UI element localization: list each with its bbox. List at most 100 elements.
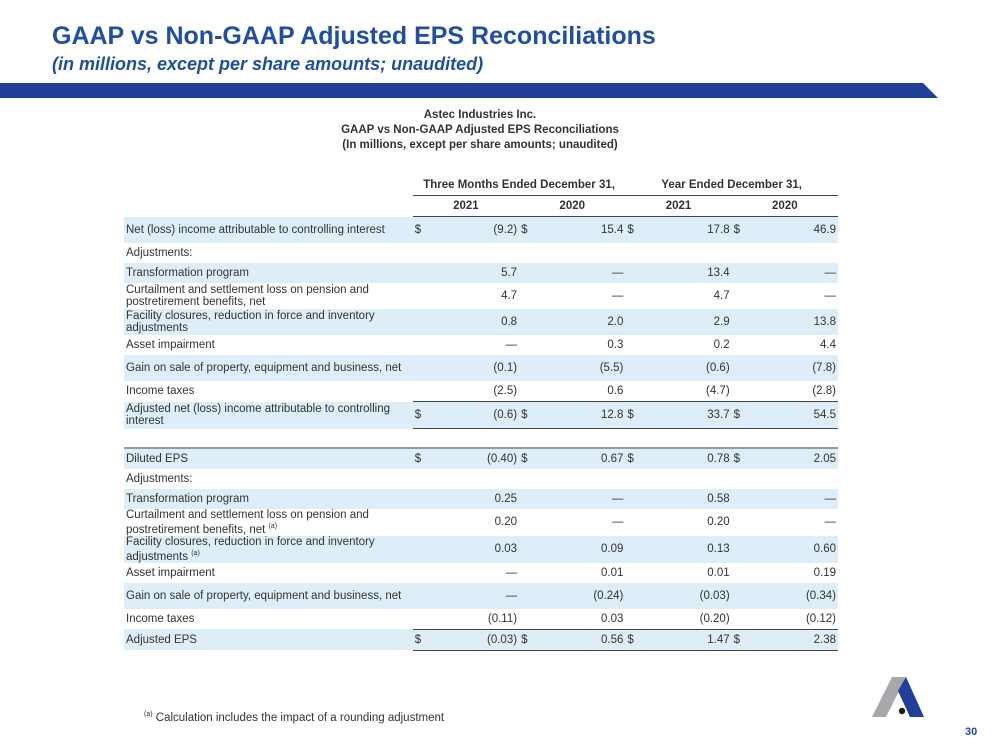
currency-symbol: $: [625, 628, 640, 651]
row-label: Diluted EPS: [124, 447, 413, 469]
value-cell: 17.8: [639, 216, 732, 243]
footnote-marker: (a): [144, 711, 153, 718]
row-label-text: Facility closures, reduction in force an…: [126, 535, 375, 563]
currency-symbol: [412, 355, 427, 381]
row-label: Asset impairment: [124, 335, 413, 355]
currency-symbol: [519, 381, 533, 402]
value-cell: 46.9: [745, 216, 838, 243]
value-cell: —: [426, 582, 520, 609]
row-label: Transformation program: [124, 489, 413, 509]
empty-cell: [413, 469, 838, 489]
currency-symbol: $: [625, 216, 640, 243]
currency-symbol: [625, 309, 640, 335]
value-cell: —: [505, 339, 518, 351]
currency-symbol: [732, 381, 746, 402]
currency-symbol: [412, 309, 427, 335]
row-label: Curtailment and settlement loss on pensi…: [124, 509, 413, 536]
table-row: Curtailment and settlement loss on pensi…: [124, 509, 838, 536]
currency-symbol: [413, 381, 427, 402]
header-year-ended: Year Ended December 31,: [625, 175, 838, 196]
header-year: 2021: [412, 195, 520, 217]
currency-symbol: $: [731, 628, 746, 651]
value-cell: (0.12): [805, 612, 836, 625]
header-year: 2021: [625, 195, 732, 217]
row-label-text: Adjusted net (loss) income attributable …: [126, 403, 391, 427]
row-label-text: Transformation program: [126, 493, 249, 505]
currency-symbol: [625, 609, 639, 630]
row-label: Income taxes: [124, 609, 413, 630]
currency-symbol: [519, 509, 533, 536]
currency-symbol: [731, 535, 746, 563]
table-row: Facility closures, reduction in force an…: [124, 535, 838, 563]
currency-symbol: $: [412, 401, 427, 429]
currency-symbol: [413, 283, 427, 309]
row-label-text: Curtailment and settlement loss on pensi…: [126, 509, 369, 536]
footnote-marker: (a): [268, 523, 278, 530]
row-label: Adjusted net (loss) income attributable …: [124, 401, 413, 429]
header-row-years: 2021 2020 2021 2020: [124, 195, 838, 217]
table-row: Gain on sale of property, equipment and …: [124, 355, 838, 381]
row-label-text: Gain on sale of property, equipment and …: [126, 362, 402, 374]
value-cell: —: [745, 489, 838, 509]
value-cell: 33.7: [639, 401, 732, 429]
report-header: Astec Industries Inc. GAAP vs Non-GAAP A…: [230, 108, 730, 153]
value-cell: 0.01: [600, 566, 624, 579]
value-cell: 0.60: [745, 535, 838, 563]
value-cell: 5.7: [426, 263, 520, 283]
currency-symbol: [731, 489, 746, 509]
currency-symbol: $: [412, 628, 427, 651]
currency-symbol: [625, 381, 639, 402]
header-row-periods: Three Months Ended December 31, Year End…: [124, 175, 838, 196]
row-label: Adjustments:: [124, 469, 413, 489]
value-cell: 2.9: [639, 309, 732, 335]
slide-title: GAAP vs Non-GAAP Adjusted EPS Reconcilia…: [52, 22, 656, 50]
value-cell: (0.20): [699, 612, 730, 625]
row-label: Income taxes: [124, 381, 413, 402]
currency-symbol: [412, 263, 427, 283]
currency-symbol: $: [731, 216, 746, 243]
currency-symbol: [413, 609, 427, 630]
currency-symbol: $: [412, 216, 427, 243]
value-cell: (0.24): [533, 582, 626, 609]
value-cell: 0.13: [639, 535, 732, 563]
row-label-text: Net (loss) income attributable to contro…: [126, 223, 385, 236]
value-cell: (2.5): [493, 385, 518, 397]
value-cell: (2.8): [812, 385, 836, 397]
value-cell: 1.47: [639, 628, 732, 651]
currency-symbol: [625, 582, 640, 609]
table-row: Transformation program 0.25 — 0.58 —: [124, 489, 838, 509]
value-cell: 0.78: [639, 447, 732, 469]
row-label: Curtailment and settlement loss on pensi…: [124, 283, 413, 309]
value-cell: 0.3: [607, 339, 624, 351]
currency-symbol: $: [519, 447, 534, 469]
value-cell: 0.20: [707, 516, 730, 529]
currency-symbol: $: [625, 447, 640, 469]
table-row: Adjustments:: [124, 243, 838, 263]
header-three-months: Three Months Ended December 31,: [412, 175, 626, 196]
value-cell: 13.4: [639, 263, 732, 283]
currency-symbol: [625, 355, 640, 381]
value-cell: 2.38: [745, 628, 838, 651]
table-row: Curtailment and settlement loss on pensi…: [124, 283, 838, 309]
row-label: Asset impairment: [124, 563, 413, 583]
currency-symbol: [625, 335, 639, 355]
currency-symbol: [412, 489, 427, 509]
currency-symbol: [732, 283, 746, 309]
value-cell: 15.4: [533, 216, 626, 243]
currency-symbol: [519, 535, 534, 563]
report-company: Astec Industries Inc.: [423, 109, 537, 121]
row-label-text: Curtailment and settlement loss on pensi…: [126, 284, 369, 308]
currency-symbol: [413, 509, 427, 536]
value-cell: 0.25: [426, 489, 520, 509]
currency-symbol: [732, 563, 746, 583]
row-label: Facility closures, reduction in force an…: [124, 535, 413, 563]
row-label: Adjusted EPS: [124, 629, 413, 651]
footnote-text: Calculation includes the impact of a rou…: [155, 711, 445, 724]
row-label: Net (loss) income attributable to contro…: [124, 216, 413, 243]
row-label-text: Transformation program: [126, 267, 249, 279]
currency-symbol: $: [731, 447, 746, 469]
value-cell: —: [824, 516, 837, 529]
currency-symbol: [731, 309, 746, 335]
value-cell: (0.1): [426, 355, 520, 381]
report-title: GAAP vs Non-GAAP Adjusted EPS Reconcilia…: [341, 124, 619, 136]
